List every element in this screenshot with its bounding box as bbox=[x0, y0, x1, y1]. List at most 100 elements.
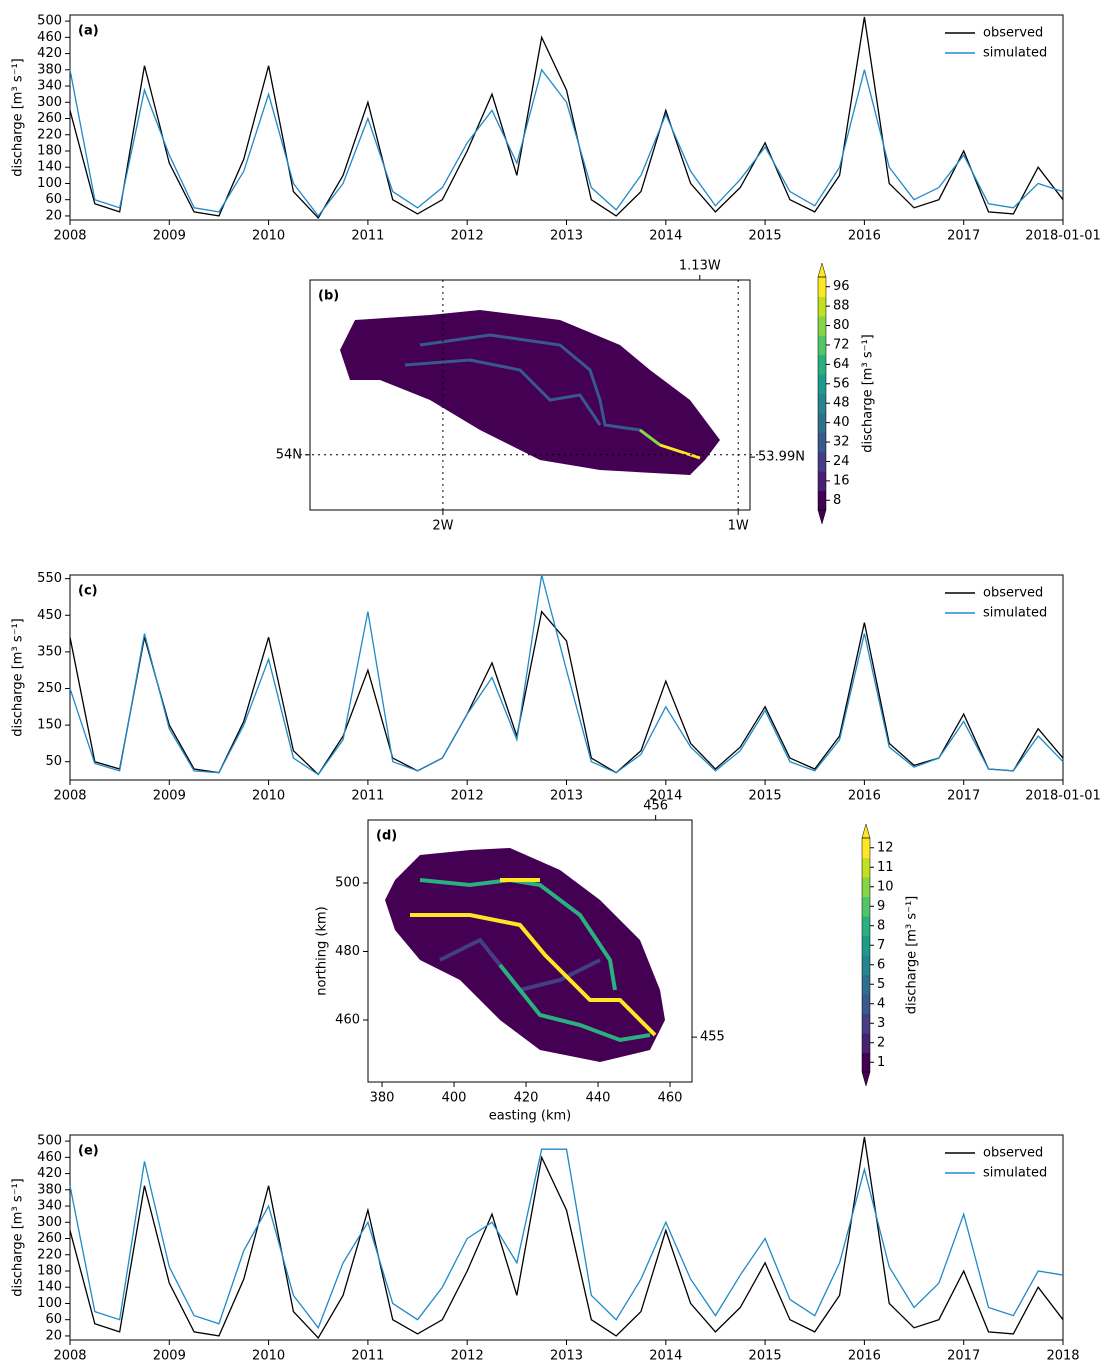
colorbar-extend bbox=[817, 509, 827, 525]
right-tick-label: 455 bbox=[700, 1030, 725, 1045]
x-tick-label: 2014 bbox=[649, 1349, 682, 1364]
colorbar-bin bbox=[862, 994, 870, 1014]
y-tick-label: 140 bbox=[37, 1280, 62, 1295]
y-tick-label: 500 bbox=[335, 876, 360, 891]
colorbar-tick-label: 80 bbox=[833, 318, 850, 333]
y-tick-label: 60 bbox=[45, 192, 62, 207]
catchment-d bbox=[385, 848, 665, 1062]
colorbar-tick-label: 2 bbox=[877, 1035, 885, 1050]
colorbar-tick-label: 8 bbox=[833, 493, 841, 508]
x-tick-label: 2011 bbox=[351, 229, 384, 244]
x-tick-label: 2009 bbox=[153, 789, 186, 804]
y-tick-label: 54N bbox=[276, 447, 302, 462]
x-tick-label: 2011 bbox=[351, 789, 384, 804]
series-line bbox=[69, 1136, 1064, 1340]
colorbar-tick-label: 64 bbox=[833, 357, 850, 372]
colorbar-bin bbox=[862, 955, 870, 975]
y-tick-label: 380 bbox=[37, 62, 62, 77]
series-line bbox=[69, 68, 1064, 218]
legend-label: observed bbox=[983, 26, 1043, 41]
colorbar-bin bbox=[818, 374, 826, 394]
legend-label: simulated bbox=[983, 1166, 1047, 1181]
x-tick-label: 2013 bbox=[550, 1349, 583, 1364]
y-tick-label: 480 bbox=[335, 944, 360, 959]
y-tick-label: 140 bbox=[37, 160, 62, 175]
x-tick-label: 2015 bbox=[749, 1349, 782, 1364]
x-tick-label: 2016 bbox=[848, 789, 881, 804]
colorbar-bin bbox=[818, 393, 826, 414]
y-tick-label: 340 bbox=[37, 1199, 62, 1214]
y-axis-label: discharge [m³ s⁻¹] bbox=[11, 618, 26, 737]
colorbar-tick-label: 12 bbox=[877, 840, 894, 855]
right-tick-label: 53.99N bbox=[758, 450, 805, 465]
x-tick-label: 2017 bbox=[947, 1349, 980, 1364]
legend-label: simulated bbox=[983, 606, 1047, 621]
x-tick-label: 2015 bbox=[749, 789, 782, 804]
colorbar-tick-label: 48 bbox=[833, 396, 850, 411]
colorbar-bin bbox=[818, 277, 826, 297]
colorbar-tick-label: 3 bbox=[877, 1016, 885, 1031]
colorbar-bin bbox=[818, 451, 826, 472]
colorbar-bin bbox=[818, 354, 826, 375]
x-tick-label: 2008 bbox=[53, 1349, 86, 1364]
plot-frame bbox=[309, 279, 751, 511]
colorbar-tick-label: 88 bbox=[833, 299, 850, 314]
y-tick-label: 50 bbox=[45, 754, 62, 769]
colorbar-label: discharge [m³ s⁻¹] bbox=[861, 334, 876, 453]
colorbar-bin bbox=[862, 896, 870, 917]
y-tick-label: 60 bbox=[45, 1312, 62, 1327]
x-tick-label: 460 bbox=[658, 1091, 683, 1106]
y-tick-label: 100 bbox=[37, 1296, 62, 1311]
x-tick-label: 2016 bbox=[848, 229, 881, 244]
y-tick-label: 420 bbox=[37, 1166, 62, 1181]
colorbar-bin bbox=[862, 916, 870, 936]
colorbar-bin bbox=[818, 490, 826, 511]
panel-label: (c) bbox=[78, 584, 98, 599]
colorbar-tick-label: 24 bbox=[833, 454, 850, 469]
y-tick-label: 260 bbox=[37, 111, 62, 126]
x-tick-label: 2017 bbox=[947, 789, 980, 804]
y-tick-label: 180 bbox=[37, 1263, 62, 1278]
plot-frame bbox=[69, 1134, 1064, 1341]
x-tick-label: 2017 bbox=[947, 229, 980, 244]
plot-frame bbox=[69, 574, 1064, 781]
x-tick-label: 2013 bbox=[550, 789, 583, 804]
x-tick-label: 2012 bbox=[451, 1349, 484, 1364]
y-axis-label: northing (km) bbox=[315, 906, 330, 995]
colorbar-extend bbox=[817, 262, 827, 278]
x-tick-label: 2010 bbox=[252, 229, 285, 244]
x-tick-label: 2W bbox=[432, 519, 453, 534]
colorbar-bin bbox=[862, 1052, 870, 1073]
x-tick-label: 2018 bbox=[1046, 1349, 1079, 1364]
colorbar-tick-label: 40 bbox=[833, 415, 850, 430]
colorbar-tick-label: 7 bbox=[877, 938, 885, 953]
colorbar-tick-label: 1 bbox=[877, 1055, 885, 1070]
y-tick-label: 20 bbox=[45, 208, 62, 223]
colorbar-bin bbox=[862, 935, 870, 956]
y-tick-label: 20 bbox=[45, 1328, 62, 1343]
y-tick-label: 300 bbox=[37, 1215, 62, 1230]
x-tick-label: 380 bbox=[370, 1091, 395, 1106]
colorbar-tick-label: 10 bbox=[877, 879, 894, 894]
colorbar-tick-label: 11 bbox=[877, 860, 894, 875]
colorbar-extend bbox=[861, 823, 871, 839]
colorbar-bin bbox=[862, 1033, 870, 1053]
colorbar-tick-label: 8 bbox=[877, 918, 885, 933]
y-tick-label: 450 bbox=[37, 608, 62, 623]
colorbar-frame bbox=[861, 837, 871, 1073]
colorbar-bin bbox=[818, 335, 826, 356]
top-tick-label: 456 bbox=[643, 799, 668, 814]
colorbar-bin bbox=[818, 315, 826, 336]
x-tick-label: 2013 bbox=[550, 229, 583, 244]
x-tick-label: 2018-01-01 bbox=[1025, 789, 1101, 804]
y-tick-label: 550 bbox=[37, 571, 62, 586]
x-tick-label: 2010 bbox=[252, 1349, 285, 1364]
x-tick-label: 440 bbox=[586, 1091, 611, 1106]
x-tick-label: 2009 bbox=[153, 1349, 186, 1364]
colorbar-tick-label: 6 bbox=[877, 957, 885, 972]
series-line bbox=[69, 16, 1064, 220]
y-axis-label: discharge [m³ s⁻¹] bbox=[11, 58, 26, 177]
x-tick-label: 2009 bbox=[153, 229, 186, 244]
x-tick-label: 2014 bbox=[649, 229, 682, 244]
y-tick-label: 350 bbox=[37, 644, 62, 659]
